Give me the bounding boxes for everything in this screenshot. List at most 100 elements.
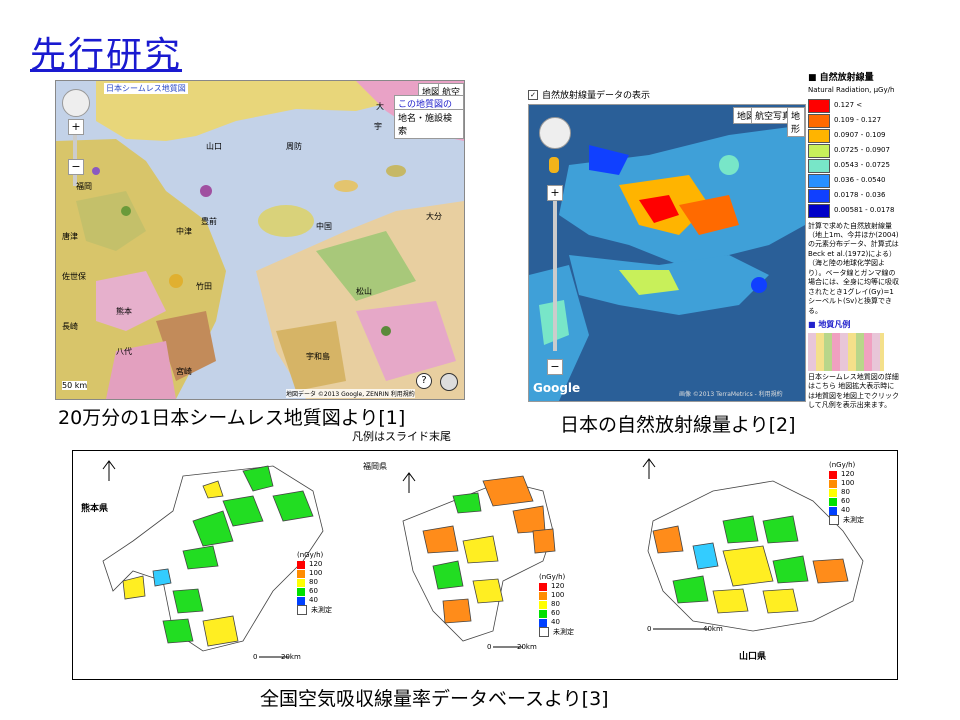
legend-swatch (808, 189, 830, 204)
legend-swatch (297, 605, 307, 615)
google-logo: Google (533, 381, 581, 395)
pegman-icon[interactable] (440, 373, 458, 391)
geo-legend-title: ■ 地質凡例 (808, 319, 851, 329)
place-label: 大分 (426, 212, 442, 221)
zoom-slider[interactable] (553, 201, 557, 351)
zoom-out-icon[interactable]: − (547, 359, 563, 375)
air-legend-2: (nGy/h) 120 100 80 60 40 未測定 (539, 573, 574, 637)
geology-search-button[interactable]: 地名・施設検索 (394, 109, 464, 139)
checkbox-icon[interactable]: ✓ (528, 89, 538, 100)
air-dose-panel: 熊本県 福岡県 山口県 0 20km 0 20km 0 40km (nGy/h)… (72, 450, 898, 680)
geology-note: 凡例はスライド末尾 (352, 430, 451, 443)
legend-swatch (539, 627, 549, 637)
legend-row: 80 (539, 600, 574, 609)
place-label: 豊前 (201, 217, 217, 226)
legend-label: 0.109 - 0.127 (834, 116, 882, 125)
place-label: 宇 (374, 122, 382, 131)
legend-row: 60 (297, 587, 332, 596)
legend-subtitle: Natural Radiation, μGy/h (808, 86, 895, 95)
geology-map[interactable]: 日本シームレス地質図 地図 航空写真 この地質図のURL 地名・施設検索 + −… (55, 80, 465, 400)
legend-row: 未測定 (297, 605, 332, 615)
scale-label: 40km (703, 625, 723, 633)
air-dose-maps (102, 458, 864, 658)
scale-label: 20km (281, 653, 301, 661)
geology-copyright: 地図データ ©2013 Google, ZENRIN 利用規約 (286, 389, 415, 398)
legend-row: 60 (829, 497, 864, 506)
legend-label: 100 (841, 479, 855, 487)
zoom-in-icon[interactable]: + (68, 119, 84, 135)
legend-row: 0.0543 - 0.0725 (808, 159, 900, 174)
legend-row: 0.109 - 0.127 (808, 114, 900, 129)
legend-row: 0.0725 - 0.0907 (808, 144, 900, 159)
legend-label: 0.0725 - 0.0907 (834, 146, 890, 155)
radiation-legend: ■ 自然放射線量 Natural Radiation, μGy/h 0.127 … (808, 72, 900, 409)
air-caption: 全国空気吸収線量率データベースより[3] (260, 688, 609, 710)
scale-zero: 0 (647, 625, 652, 633)
legend-label: 60 (841, 497, 850, 505)
legend-row: 40 (829, 506, 864, 515)
legend-label: 80 (551, 600, 560, 608)
legend-swatch (829, 479, 837, 488)
legend-label: 120 (309, 560, 323, 568)
legend-row: 120 (297, 560, 332, 569)
place-label: 唐津 (62, 232, 78, 241)
legend-swatch (297, 569, 305, 578)
legend-label: 60 (551, 609, 560, 617)
legend-rows: 0.127 < 0.109 - 0.127 0.0907 - 0.109 0.0725… (808, 99, 900, 219)
legend-title: ■ 自然放射線量 (808, 73, 874, 83)
zoom-slider[interactable] (73, 126, 77, 186)
legend-label: 40 (309, 596, 318, 604)
legend-swatch (808, 129, 830, 144)
legend-swatch (539, 618, 547, 627)
place-label: 宇和島 (306, 352, 330, 361)
legend-label: 100 (551, 591, 565, 599)
page-title: 先行研究 (30, 35, 183, 76)
legend-swatch (808, 174, 830, 189)
legend-row: 100 (829, 479, 864, 488)
place-label: 長崎 (62, 322, 78, 331)
legend-swatch (829, 488, 837, 497)
pan-control-icon[interactable] (62, 89, 90, 117)
geology-logo: 日本シームレス地質図 (104, 83, 188, 94)
legend-swatch (539, 609, 547, 618)
place-label: 竹田 (196, 282, 212, 291)
legend-swatch (297, 587, 305, 596)
legend-swatch (829, 470, 837, 479)
radiation-terrain-button[interactable]: 地形 (787, 107, 805, 137)
legend-label: 0.0543 - 0.0725 (834, 161, 890, 170)
legend-swatch (539, 591, 547, 600)
legend-swatch (829, 506, 837, 515)
legend-label: 40 (841, 506, 850, 514)
radiation-panel: ✓ 自然放射線量データの表示 地図 航空写真 地形 + − Google 画像 … (520, 72, 900, 409)
legend-row: 120 (829, 470, 864, 479)
legend-row: 120 (539, 582, 574, 591)
geology-caption: 20万分の1日本シームレス地質図より[1] (58, 407, 406, 429)
legend-row: 40 (539, 618, 574, 627)
geo-legend-swatches (808, 332, 884, 371)
map-label-yamaguchi: 山口県 (739, 652, 767, 662)
legend-note: 計算で求めた自然放射線量（地上1m、今井ほか(2004)の元素分布データ、計算式… (808, 221, 899, 315)
legend-row: 100 (297, 569, 332, 578)
radiation-toggle-label: 自然放射線量データの表示 (542, 91, 651, 101)
radiation-map-graphic (529, 105, 805, 401)
air-legend-3: (nGy/h) 120 100 80 60 40 未測定 (829, 461, 864, 525)
legend-swatch (808, 144, 830, 159)
legend-row: 40 (297, 596, 332, 605)
pegman-icon[interactable] (549, 157, 559, 173)
radiation-toggle[interactable]: ✓ 自然放射線量データの表示 (528, 88, 650, 101)
radiation-map[interactable]: 地図 航空写真 地形 + − Google 画像 ©2013 TerraMetr… (528, 104, 806, 402)
zoom-out-icon[interactable]: − (68, 159, 84, 175)
pan-control-icon[interactable] (539, 117, 571, 149)
radiation-copyright: 画像 ©2013 TerraMetrics - 利用規約 (679, 391, 783, 398)
legend-square-icon: ■ (808, 73, 820, 83)
zoom-in-icon[interactable]: + (547, 185, 563, 201)
legend-swatch (829, 497, 837, 506)
legend-swatch (808, 99, 830, 114)
legend-row: 0.0178 - 0.036 (808, 189, 900, 204)
help-icon[interactable]: ? (416, 373, 432, 389)
legend-row: 0.127 < (808, 99, 900, 114)
legend-swatch (297, 560, 305, 569)
radiation-photo-button[interactable]: 航空写真 (751, 107, 796, 124)
legend-label: 0.036 - 0.0540 (834, 176, 886, 185)
legend-label: 40 (551, 618, 560, 626)
